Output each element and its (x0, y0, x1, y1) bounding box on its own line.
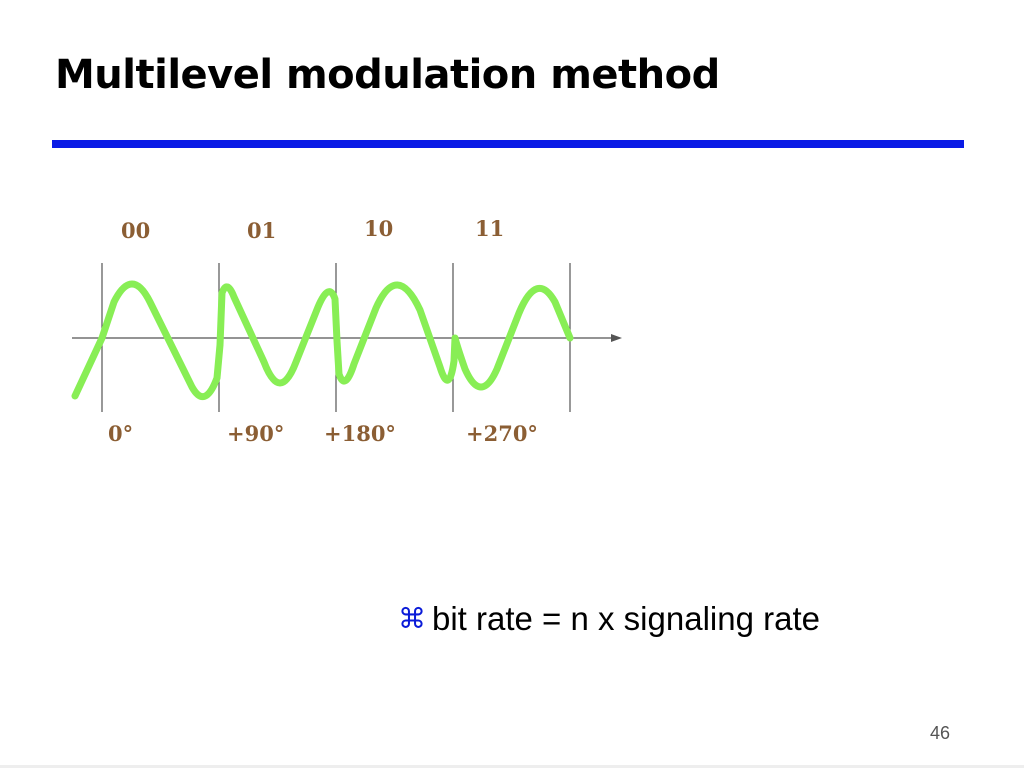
bit-group-label-10: 10 (364, 216, 393, 241)
slide-title: Multilevel modulation method (55, 52, 720, 98)
bullet-point: ⌘ bit rate = n x signaling rate (398, 600, 820, 638)
phase-shift-label-180: +180° (324, 421, 396, 446)
modulated-wave (71, 280, 574, 401)
phase-shift-label-90: +90° (227, 421, 284, 446)
bit-group-label-01: 01 (247, 218, 276, 243)
bullet-text: bit rate = n x signaling rate (432, 600, 820, 637)
time-axis-arrowhead (611, 334, 622, 342)
bit-group-labels: 00 01 10 11 (121, 216, 504, 243)
footer-divider (0, 765, 1024, 768)
bit-group-label-00: 00 (121, 218, 150, 243)
title-underline (52, 140, 964, 148)
page-number: 46 (930, 723, 951, 743)
phase-shift-label-270: +270° (466, 421, 538, 446)
phase-shift-labels: 0° +90° +180° +270° (108, 421, 538, 446)
phase-shift-label-0: 0° (108, 421, 133, 446)
place-of-interest-icon: ⌘ (398, 602, 426, 635)
bit-group-label-11: 11 (475, 216, 504, 241)
